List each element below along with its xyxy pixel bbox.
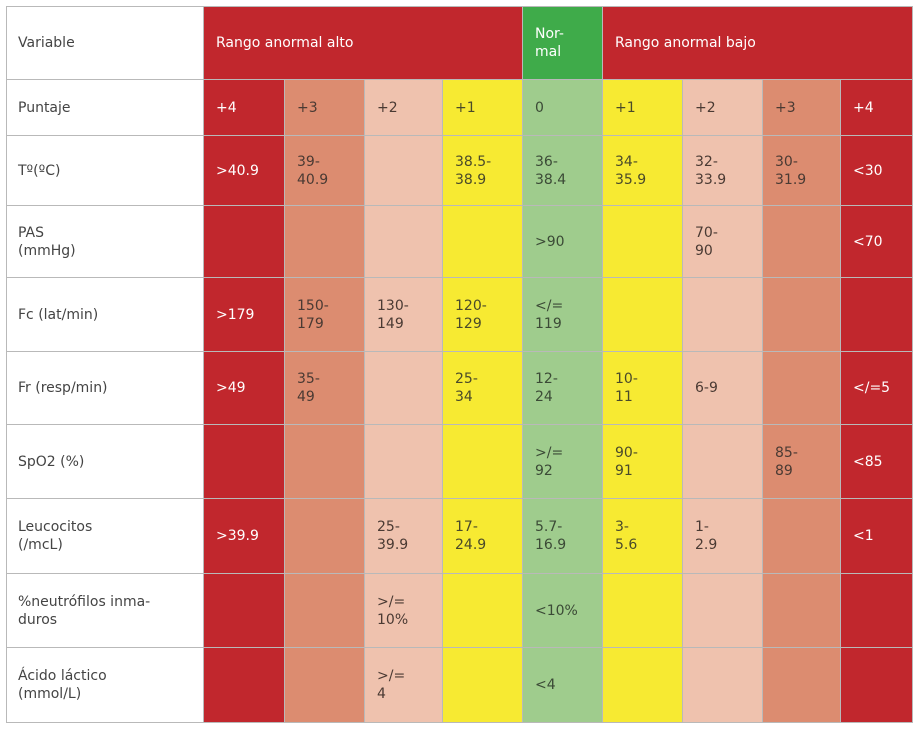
table-cell	[443, 574, 523, 648]
table-cell	[603, 278, 683, 352]
table-cell: 10- 11	[603, 352, 683, 425]
table-cell: >/= 10%	[365, 574, 443, 648]
table-cell	[603, 574, 683, 648]
table-cell: 35- 49	[285, 352, 365, 425]
table-cell	[763, 648, 841, 723]
table-cell: >40.9	[204, 136, 285, 206]
table-cell: 36- 38.4	[523, 136, 603, 206]
table-cell: >90	[523, 206, 603, 278]
table-cell	[603, 206, 683, 278]
table-cell: <4	[523, 648, 603, 723]
table-cell	[443, 206, 523, 278]
table-cell	[603, 648, 683, 723]
table-cell	[763, 278, 841, 352]
table-cell	[204, 425, 285, 499]
table-cell: 38.5- 38.9	[443, 136, 523, 206]
table-cell	[841, 648, 913, 723]
table-cell: >39.9	[204, 499, 285, 574]
table-cell: </=5	[841, 352, 913, 425]
table-cell	[683, 648, 763, 723]
table-cell: >/= 4	[365, 648, 443, 723]
table-cell: </= 119	[523, 278, 603, 352]
table-cell: 25- 34	[443, 352, 523, 425]
table-cell: 17- 24.9	[443, 499, 523, 574]
table-cell: 120- 129	[443, 278, 523, 352]
table-cell	[204, 648, 285, 723]
score-cell: +2	[365, 80, 443, 136]
row-label: Fc (lat/min)	[6, 278, 204, 352]
table-cell: 39- 40.9	[285, 136, 365, 206]
score-table: Variable Rango anormal alto Nor- mal Rango …	[6, 6, 913, 723]
table-cell	[285, 648, 365, 723]
row-label: Fr (resp/min)	[6, 352, 204, 425]
row-label: PAS (mmHg)	[6, 206, 204, 278]
table-cell: >/= 92	[523, 425, 603, 499]
table-cell	[285, 574, 365, 648]
table-cell: <30	[841, 136, 913, 206]
table-cell	[365, 352, 443, 425]
table-cell: <1	[841, 499, 913, 574]
header-high-range: Rango anormal alto	[204, 6, 523, 80]
score-cell: 0	[523, 80, 603, 136]
table-cell	[365, 136, 443, 206]
table-cell: 34- 35.9	[603, 136, 683, 206]
score-label: Puntaje	[6, 80, 204, 136]
score-cell: +2	[683, 80, 763, 136]
table-cell: >179	[204, 278, 285, 352]
table-cell: 30- 31.9	[763, 136, 841, 206]
row-label: Ácido láctico (mmol/L)	[6, 648, 204, 723]
table-cell	[365, 206, 443, 278]
table-cell	[763, 352, 841, 425]
table-cell: 32- 33.9	[683, 136, 763, 206]
table-cell	[285, 425, 365, 499]
table-cell: 90- 91	[603, 425, 683, 499]
table-cell: <70	[841, 206, 913, 278]
table-cell: 6-9	[683, 352, 763, 425]
table-cell: 12- 24	[523, 352, 603, 425]
table-cell: <10%	[523, 574, 603, 648]
table-cell	[683, 425, 763, 499]
row-label: Tº(ºC)	[6, 136, 204, 206]
table-cell	[204, 206, 285, 278]
table-cell	[683, 278, 763, 352]
header-variable: Variable	[6, 6, 204, 80]
header-low-range: Rango anormal bajo	[603, 6, 913, 80]
table-cell: 3- 5.6	[603, 499, 683, 574]
score-cell: +4	[841, 80, 913, 136]
table-cell	[443, 425, 523, 499]
score-cell: +4	[204, 80, 285, 136]
table-cell	[763, 206, 841, 278]
table-cell	[841, 574, 913, 648]
table-cell	[683, 574, 763, 648]
table-cell: 150- 179	[285, 278, 365, 352]
row-label: %neutrófilos inma- duros	[6, 574, 204, 648]
row-label: SpO2 (%)	[6, 425, 204, 499]
table-cell: 1- 2.9	[683, 499, 763, 574]
table-cell: >49	[204, 352, 285, 425]
table-cell	[285, 206, 365, 278]
table-cell: 5.7- 16.9	[523, 499, 603, 574]
table-cell: 70- 90	[683, 206, 763, 278]
table-cell	[365, 425, 443, 499]
table-cell	[443, 648, 523, 723]
score-cell: +1	[603, 80, 683, 136]
score-cell: +3	[763, 80, 841, 136]
table-cell: <85	[841, 425, 913, 499]
row-label: Leucocitos (/mcL)	[6, 499, 204, 574]
score-cell: +3	[285, 80, 365, 136]
table-cell	[763, 499, 841, 574]
table-cell: 25- 39.9	[365, 499, 443, 574]
table-cell	[204, 574, 285, 648]
table-cell: 85- 89	[763, 425, 841, 499]
table-cell	[285, 499, 365, 574]
table-cell	[841, 278, 913, 352]
header-normal: Nor- mal	[523, 6, 603, 80]
table-cell	[763, 574, 841, 648]
score-cell: +1	[443, 80, 523, 136]
table-cell: 130- 149	[365, 278, 443, 352]
